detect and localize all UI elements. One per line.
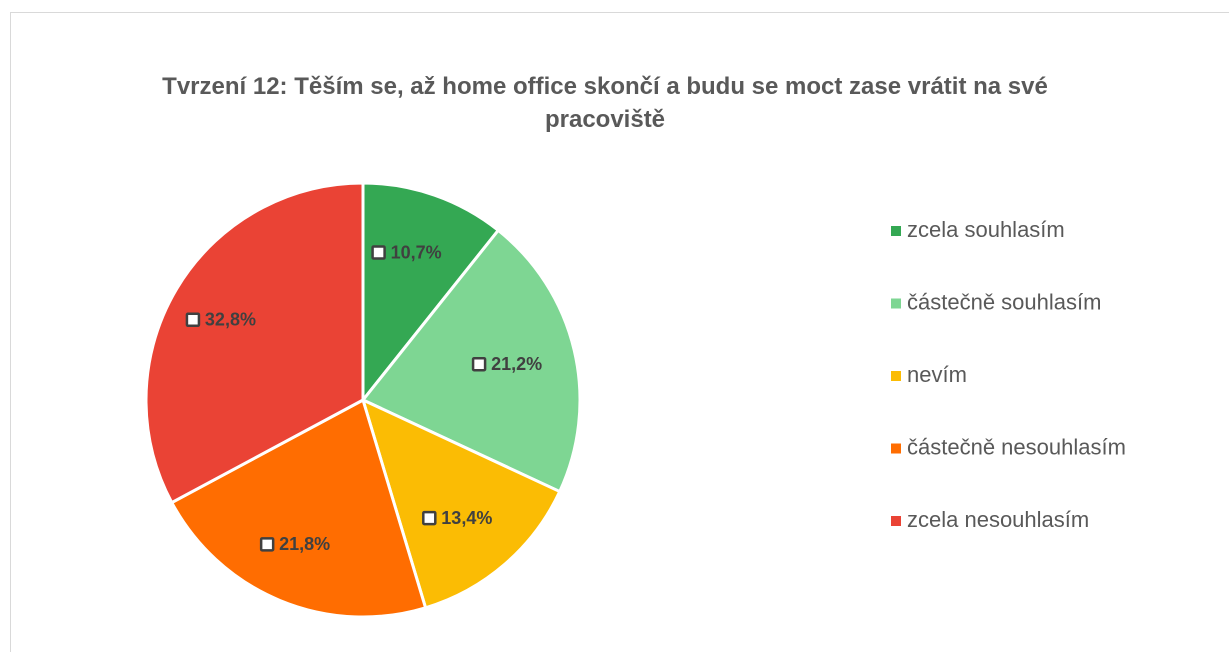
pie-slice xyxy=(169,397,428,619)
pie-slice xyxy=(144,181,365,505)
legend-swatch xyxy=(891,443,901,454)
legend-label: nevím xyxy=(907,362,967,387)
chart-border xyxy=(10,12,1229,652)
legend-swatch xyxy=(891,516,901,526)
legend-swatch xyxy=(891,226,901,236)
data-label: 21,2% xyxy=(491,354,542,374)
legend-swatch xyxy=(891,298,901,309)
pie-slice xyxy=(360,228,582,494)
data-label-marker xyxy=(259,537,275,552)
legend-label: částečně souhlasím xyxy=(907,289,1101,314)
legend-swatch xyxy=(891,371,901,381)
legend-label: zcela nesouhlasím xyxy=(907,507,1089,532)
data-label-marker xyxy=(471,356,487,372)
pie-slice xyxy=(360,397,562,610)
legend-label: zcela souhlasím xyxy=(907,217,1065,242)
data-label: 32,8% xyxy=(205,310,256,330)
data-label: 21,8% xyxy=(279,534,330,554)
pie-slice xyxy=(361,181,501,405)
chart-title: Tvrzení 12: Těším se, až home office sko… xyxy=(162,73,1048,133)
data-label-marker xyxy=(422,510,437,526)
data-label-marker xyxy=(371,245,386,260)
data-label: 10,7% xyxy=(391,242,442,262)
data-label-marker xyxy=(185,312,201,328)
legend-label: částečně nesouhlasím xyxy=(907,434,1126,459)
data-label: 13,4% xyxy=(441,508,492,528)
